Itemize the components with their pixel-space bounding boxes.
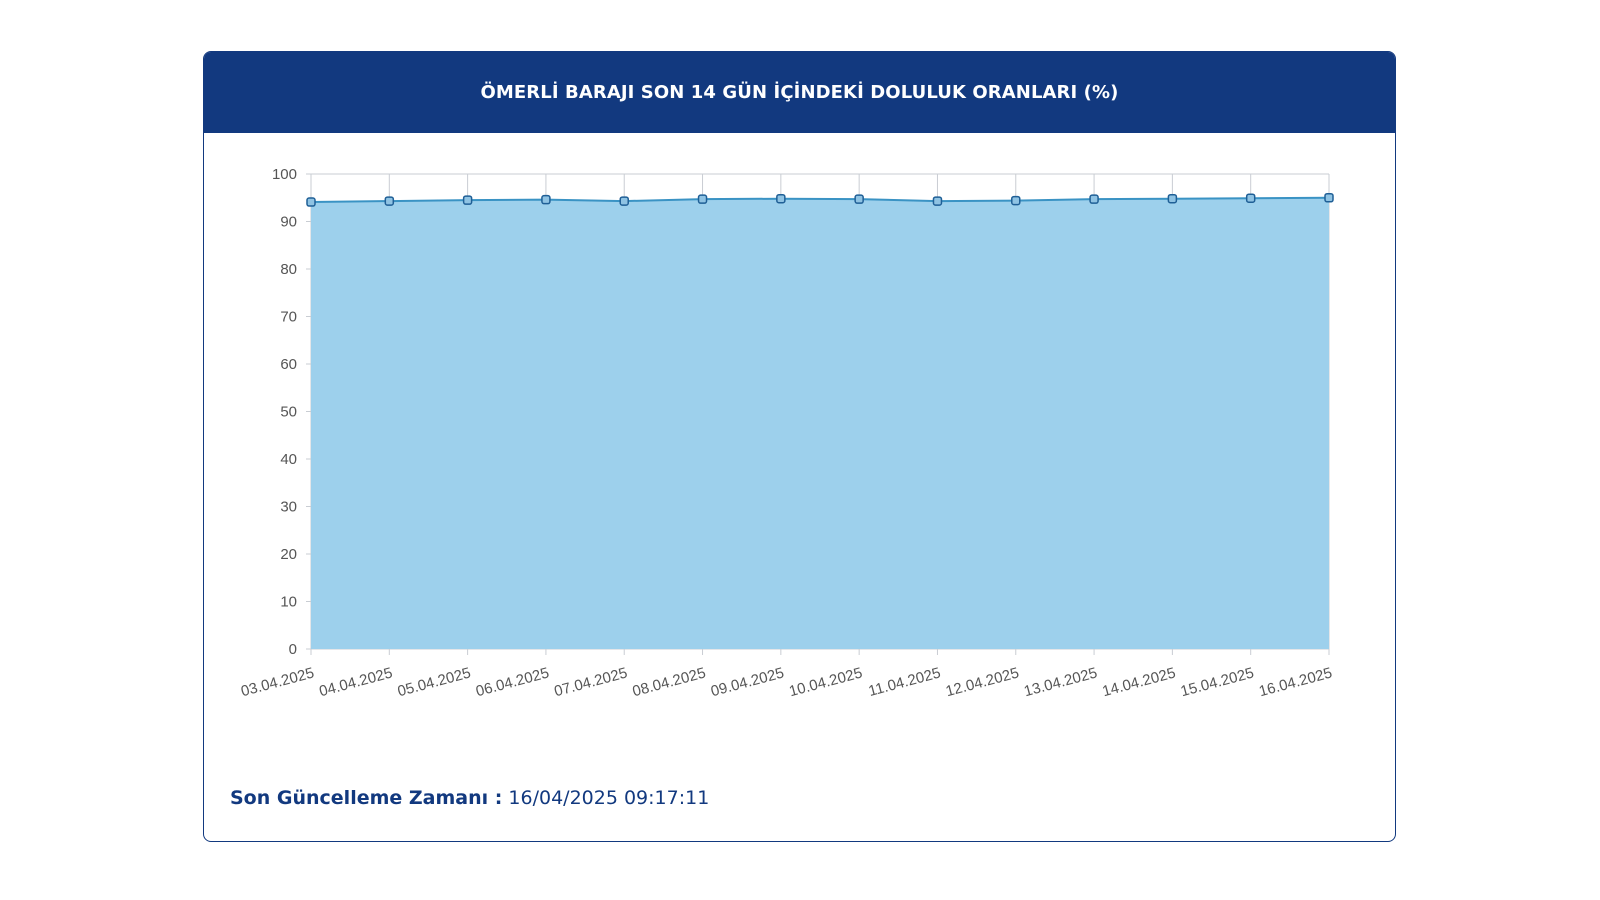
x-axis-ticks: 03.04.2025 04.04.2025 05.04.2025 06.04.2025…: [239, 664, 1334, 700]
y-tick-label: 40: [280, 451, 297, 468]
data-point[interactable]: [1011, 195, 1021, 206]
chart-card: ÖMERLİ BARAJI SON 14 GÜN İÇİNDEKİ DOLULU…: [203, 51, 1396, 842]
data-point[interactable]: [306, 197, 316, 207]
area-layer: [311, 197, 1329, 649]
x-tick-label: 15.04.2025: [1179, 664, 1256, 700]
card-header: ÖMERLİ BARAJI SON 14 GÜN İÇİNDEKİ DOLULU…: [204, 52, 1395, 133]
chart-title: ÖMERLİ BARAJI SON 14 GÜN İÇİNDEKİ DOLULU…: [480, 82, 1119, 103]
x-tick-label: 10.04.2025: [787, 664, 864, 700]
x-tick-label: 04.04.2025: [317, 664, 394, 700]
x-tick-label: 03.04.2025: [239, 664, 316, 700]
y-tick-label: 20: [280, 546, 297, 563]
x-tick-label: 05.04.2025: [396, 664, 473, 700]
series-line: [310, 196, 1330, 204]
data-point[interactable]: [1245, 193, 1256, 203]
data-point[interactable]: [932, 196, 943, 206]
series-area: [311, 197, 1329, 649]
data-point[interactable]: [384, 196, 395, 206]
data-point[interactable]: [1324, 193, 1334, 203]
last-updated-value: 16/04/2025 09:17:11: [508, 787, 710, 809]
y-axis-ticks: 0 10 20 30 40 50 60 70 80 90 100: [272, 166, 297, 658]
x-tick-label: 07.04.2025: [552, 664, 629, 700]
y-tick-label: 30: [280, 499, 297, 516]
data-point[interactable]: [697, 194, 708, 204]
y-tick-label: 60: [280, 356, 297, 373]
data-point[interactable]: [541, 194, 551, 205]
x-tick-label: 06.04.2025: [474, 664, 551, 700]
last-updated: Son Güncelleme Zamanı : 16/04/2025 09:17…: [230, 787, 709, 809]
data-point[interactable]: [619, 196, 629, 206]
data-point[interactable]: [776, 193, 786, 204]
data-point[interactable]: [1089, 194, 1099, 204]
marker-layer: [306, 193, 1334, 207]
y-tick-label: 90: [280, 214, 297, 231]
x-tick-label: 11.04.2025: [867, 664, 943, 700]
data-point[interactable]: [462, 195, 473, 205]
x-tick-label: 13.04.2025: [1022, 664, 1099, 700]
x-tick-label: 12.04.2025: [944, 664, 1021, 700]
last-updated-label: Son Güncelleme Zamanı :: [230, 787, 503, 809]
x-tick-label: 08.04.2025: [631, 664, 708, 700]
x-tick-label: 16.04.2025: [1257, 664, 1334, 700]
y-tick-label: 100: [272, 166, 297, 183]
y-tick-label: 70: [280, 309, 297, 326]
y-tick-label: 50: [280, 404, 297, 421]
y-tick-label: 0: [289, 641, 297, 658]
fill-rate-chart: 0 10 20 30 40 50 60 70 80 90 100 03.04.2025 04.04.2…: [239, 166, 1334, 700]
x-tick-label: 14.04.2025: [1101, 664, 1178, 700]
data-point[interactable]: [854, 194, 864, 204]
line-layer: [310, 196, 1330, 204]
y-tick-label: 80: [280, 261, 297, 278]
data-point[interactable]: [1167, 193, 1178, 204]
y-tick-label: 10: [280, 594, 297, 611]
x-tick-label: 09.04.2025: [709, 664, 786, 700]
